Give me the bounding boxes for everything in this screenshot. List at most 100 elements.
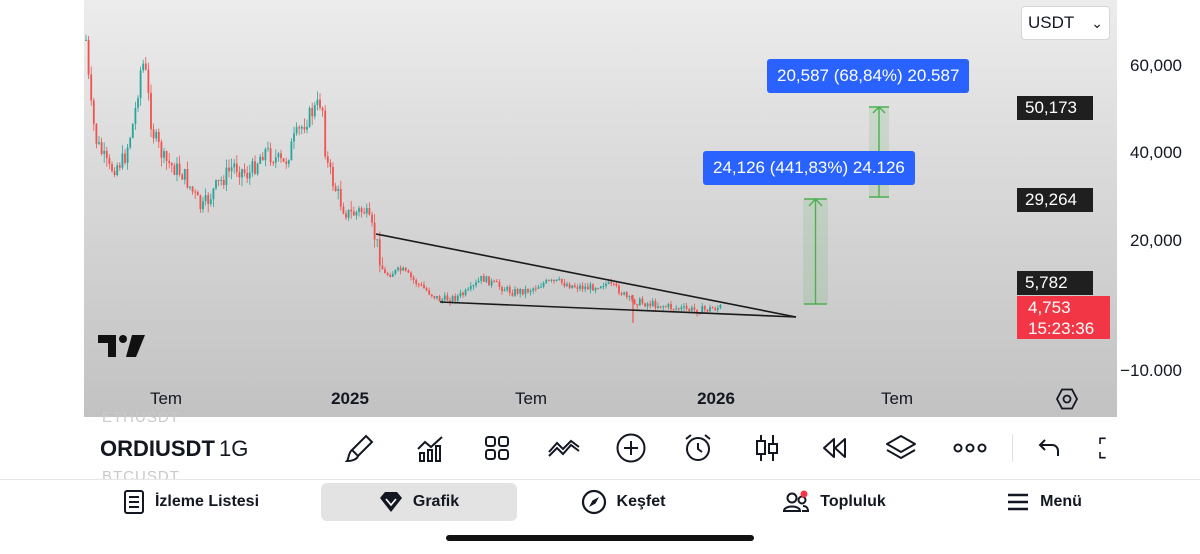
candle-body (352, 211, 355, 216)
price-chart[interactable] (84, 0, 1117, 417)
nav-explore[interactable]: Keşfet (566, 483, 680, 521)
alert-icon[interactable] (681, 431, 715, 465)
add-icon[interactable] (614, 431, 648, 465)
symbol-name[interactable]: ORDIUSDT (100, 436, 215, 461)
candle-body (485, 276, 488, 282)
candle-body (397, 267, 399, 270)
more-icon[interactable] (953, 431, 987, 465)
replay-icon[interactable] (817, 431, 851, 465)
candle-body (423, 284, 425, 289)
candle-body (189, 186, 191, 188)
candle-body (173, 165, 176, 175)
indicators-icon[interactable] (413, 431, 447, 465)
nav-label: Grafik (412, 493, 460, 510)
candle-body (209, 199, 212, 204)
candle-body (215, 179, 217, 189)
candle-body (545, 280, 548, 283)
candle-body (246, 173, 249, 179)
time-axis-label: 2025 (331, 389, 369, 408)
candle-body (176, 163, 178, 175)
candle-body (303, 126, 306, 130)
measure-tool-1[interactable] (803, 197, 828, 305)
candle-body (342, 206, 345, 214)
candle-body (118, 165, 121, 168)
undo-icon[interactable] (1032, 431, 1066, 465)
candle-body (462, 292, 464, 296)
templates-icon[interactable] (480, 431, 514, 465)
candle-body (540, 286, 542, 288)
candle-body (402, 267, 405, 271)
candle-body (428, 290, 431, 295)
candle-body (469, 286, 472, 290)
candle-body (113, 171, 116, 176)
nav-label: Keşfet (616, 493, 666, 510)
candle-body (480, 275, 483, 281)
price-axis-tick: 20,000 (1130, 231, 1182, 250)
nav-community[interactable]: Topluluk (771, 483, 897, 521)
candles-icon[interactable] (750, 431, 784, 465)
candle-body (126, 147, 129, 163)
candle-body (446, 295, 449, 301)
candle-body (714, 308, 717, 311)
candle-body (243, 169, 246, 174)
candle-body (121, 153, 124, 168)
candle-body (337, 189, 340, 191)
candle-body (391, 274, 394, 277)
chart-settings-icon[interactable] (1055, 387, 1079, 411)
candle-body (664, 306, 667, 308)
candle-body (701, 306, 704, 314)
currency-select[interactable]: USDT ⌄ (1021, 6, 1110, 40)
bar-countdown: 15:23:36 (1028, 319, 1095, 338)
candle-body (259, 156, 262, 164)
candle-body (508, 286, 511, 294)
upper-trendline[interactable] (375, 233, 797, 318)
nav-watchlist[interactable]: İzleme Listesi (98, 483, 284, 521)
fullscreen-icon[interactable] (1096, 431, 1117, 465)
candle-body (529, 290, 532, 293)
candle-body (688, 308, 691, 311)
layers-icon[interactable] (884, 431, 918, 465)
compare-icon[interactable] (547, 431, 581, 465)
candle-body (358, 208, 360, 212)
candle-body (586, 286, 589, 290)
candle-body (256, 163, 259, 174)
candle-body (579, 285, 581, 289)
candle-body (516, 289, 519, 294)
brush-icon[interactable] (343, 431, 377, 465)
measure-label-2[interactable]: 20,587 (68,84%) 20.587 (767, 59, 970, 93)
candle-body (319, 99, 321, 108)
candle-body (459, 292, 462, 296)
candle-body (355, 211, 358, 216)
interval-button[interactable]: 1G (219, 436, 249, 461)
candle-body (212, 188, 215, 200)
candle-body (716, 307, 719, 311)
candle-body (594, 288, 597, 291)
lower-trendline[interactable] (439, 301, 797, 318)
nav-menu[interactable]: Menü (994, 483, 1094, 521)
chart-icon (379, 492, 402, 512)
candle-body (498, 282, 501, 287)
candle-body (511, 293, 514, 296)
symbol-prev[interactable]: ETHUSDT (102, 409, 180, 426)
candle-body (521, 289, 524, 295)
measure-label-1[interactable]: 24,126 (441,83%) 24.126 (703, 151, 915, 185)
price-axis-tick: 40,000 (1130, 143, 1182, 162)
candle-body (441, 299, 444, 302)
candle-body (241, 169, 243, 178)
candle-body (532, 288, 535, 291)
tradingview-logo (98, 335, 145, 357)
candle-body (537, 287, 540, 289)
candle-body (287, 160, 290, 164)
candle-body (672, 309, 675, 311)
candle-body (152, 129, 155, 139)
candle-body (420, 284, 423, 286)
candle-body (225, 167, 228, 186)
menu-icon (1008, 493, 1029, 511)
candle-body (472, 285, 475, 287)
candle-body (103, 150, 106, 155)
candle-body (191, 186, 194, 192)
candle-body (709, 307, 711, 312)
candle-body (269, 148, 272, 163)
nav-chart[interactable]: Grafik (321, 483, 517, 521)
candle-body (363, 212, 366, 214)
